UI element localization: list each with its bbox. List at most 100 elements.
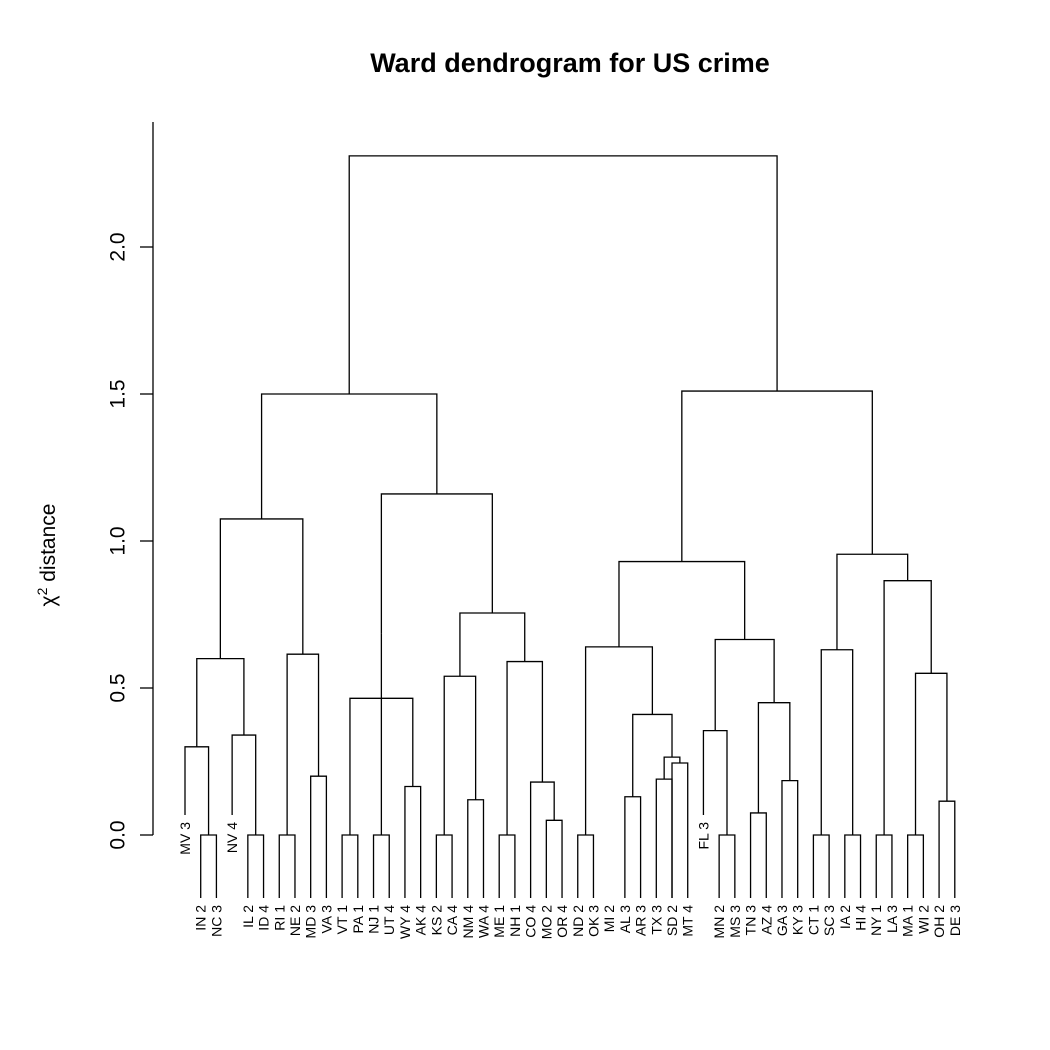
leaf-label: UT 4 [381, 905, 397, 935]
y-axis: 0.0 0.5 1.0 1.5 2.0 [107, 122, 154, 850]
dendrogram-link [702, 729, 728, 835]
leaf-label: MV 3 [177, 822, 193, 855]
leaf-label: NV 4 [224, 822, 240, 853]
leaf-label: AZ 4 [758, 905, 774, 935]
dendrogram-link [875, 834, 893, 898]
dendrogram-link [632, 713, 673, 797]
leaf-label: OH 2 [931, 905, 947, 938]
dendrogram-link [196, 657, 245, 747]
leaf-label: NJ 1 [366, 905, 382, 934]
leaf-label: MA 1 [900, 905, 916, 937]
dendrogram-link [718, 834, 736, 898]
leaf-label: VA 3 [318, 905, 334, 934]
y-tick-label: 0.0 [107, 820, 130, 849]
dendrogram-link [545, 819, 563, 898]
dendrogram-link [618, 560, 746, 647]
dendrogram-link [781, 779, 799, 898]
leaf-label: OK 3 [585, 905, 601, 937]
leaf-label: KY 3 [790, 905, 806, 935]
chart-title: Ward dendrogram for US crime [370, 48, 770, 78]
leaf-label: GA 3 [774, 905, 790, 936]
leaf-label: CA 4 [444, 905, 460, 936]
dendrogram-link [286, 653, 320, 835]
leaf-label: NY 1 [868, 905, 884, 936]
leaf-label: LA 3 [884, 905, 900, 933]
dendrogram-link [938, 800, 956, 898]
dendrogram-link [348, 155, 778, 394]
dendrogram-link [914, 672, 948, 835]
y-tick-label: 1.0 [107, 526, 130, 555]
leaf-label: ND 2 [570, 905, 586, 937]
leaf-label: NM 4 [460, 905, 476, 939]
leaf-label: HI 4 [853, 905, 869, 931]
leaf-label: AL 3 [617, 905, 633, 933]
leaf-label: IN 2 [193, 905, 209, 931]
leaf-label: TX 3 [648, 905, 664, 935]
leaf-label: NE 2 [287, 905, 303, 936]
leaf-label: ID 4 [256, 905, 272, 931]
dendrogram-link [260, 393, 438, 519]
dendrogram-link [844, 834, 862, 898]
leaf-label: VT 1 [334, 905, 350, 935]
leaf-label: NH 1 [507, 905, 523, 937]
dendrogram-link [278, 834, 296, 898]
dendrogram-link [671, 762, 689, 898]
dendrogram-link [836, 553, 909, 650]
dendrogram-link [655, 778, 673, 898]
dendrogram-link [624, 796, 642, 898]
leaf-label: OR 4 [554, 905, 570, 938]
leaf-label: WI 2 [915, 905, 931, 934]
leaf-label: MD 3 [303, 905, 319, 939]
dendrogram-link [498, 834, 516, 898]
leaf-label: NC 3 [208, 905, 224, 937]
leaf-label: DE 3 [947, 905, 963, 936]
dendrogram-link [200, 834, 218, 898]
dendrogram-link [506, 660, 544, 835]
leaf-label: IL 2 [240, 905, 256, 928]
leaf-label: FL 3 [695, 822, 711, 850]
dendrogram-link [459, 612, 526, 677]
leaf-label: IA 2 [837, 905, 853, 929]
leaf-labels: MV 3 IN 2 NC 3 NV 4 IL 2 ID 4 RI 1 NE 2 MD 3 VA 3… [177, 822, 963, 939]
leaf-label: CT 1 [805, 905, 821, 935]
leaf-label: SD 2 [664, 905, 680, 936]
dendrogram-link [247, 834, 265, 898]
leaf-label: AR 3 [633, 905, 649, 936]
dendrogram-link [714, 638, 775, 731]
dendrogram-link [372, 834, 390, 898]
leaf-label: CO 4 [523, 905, 539, 938]
y-tick-label: 0.5 [107, 673, 130, 702]
dendrogram-link [681, 390, 873, 562]
dendrogram-link [749, 812, 767, 898]
dendrogram-link [577, 834, 595, 898]
dendrogram-link [907, 834, 925, 898]
leaf-label: TN 3 [743, 905, 759, 936]
leaf-label: ME 1 [491, 905, 507, 938]
dendrogram-link [435, 834, 453, 898]
dendrogram-link [184, 746, 210, 835]
leaf-label: MN 2 [711, 905, 727, 939]
dendrogram-link [310, 775, 328, 898]
leaf-label: MO 2 [538, 905, 554, 939]
leaf-label: MT 4 [680, 905, 696, 937]
dendrogram-link [757, 702, 791, 813]
dendrogram-link [529, 781, 555, 898]
leaf-label: WA 4 [475, 905, 491, 938]
dendrogram-link [231, 734, 257, 835]
dendrogram-link [883, 580, 932, 835]
leaf-label: MI 2 [601, 905, 617, 932]
leaf-label: RI 1 [271, 905, 287, 931]
leaf-label: PA 1 [350, 905, 366, 934]
y-tick-label: 2.0 [107, 232, 130, 261]
dendrogram-links [184, 155, 956, 898]
leaf-label: AK 4 [413, 905, 429, 936]
dendrogram-link [341, 834, 359, 898]
y-axis-label: χ2 distance [34, 504, 60, 607]
dendrogram-link [219, 518, 304, 659]
leaf-label: WY 4 [397, 905, 413, 939]
dendrogram-link [443, 675, 477, 835]
dendrogram-link [584, 646, 654, 835]
dendrogram-link [812, 834, 830, 898]
leaf-label: MS 3 [727, 905, 743, 938]
